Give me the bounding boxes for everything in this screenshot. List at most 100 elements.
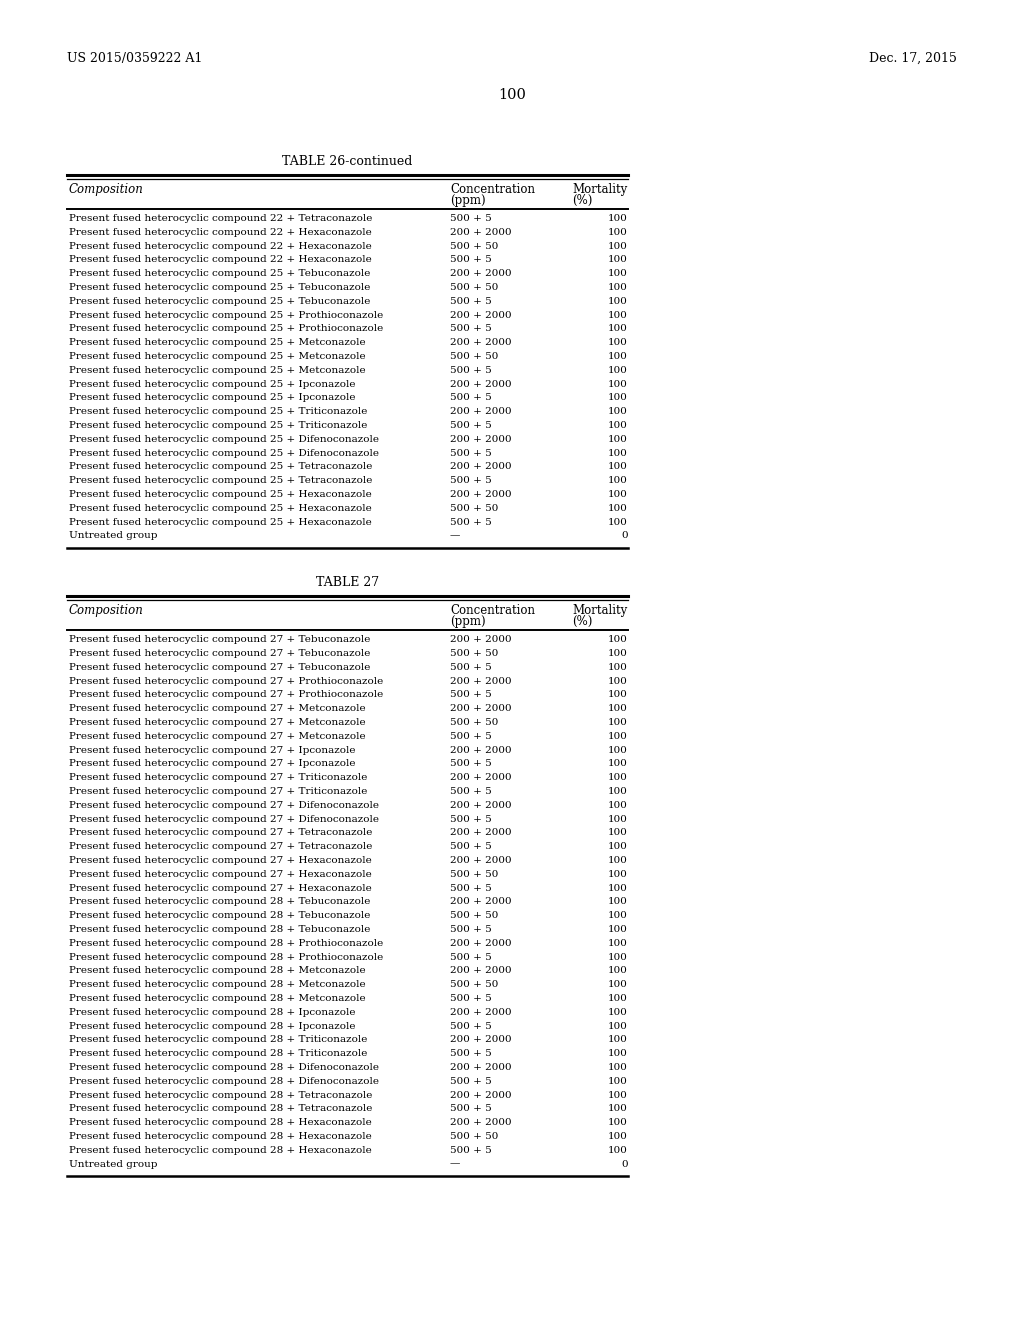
Text: (ppm): (ppm) [450, 615, 485, 628]
Text: Concentration: Concentration [450, 605, 535, 618]
Text: 500 + 5: 500 + 5 [450, 1105, 492, 1113]
Text: Present fused heterocyclic compound 27 + Prothioconazole: Present fused heterocyclic compound 27 +… [69, 677, 383, 685]
Text: 100: 100 [608, 1007, 628, 1016]
Text: 100: 100 [608, 393, 628, 403]
Text: 500 + 5: 500 + 5 [450, 759, 492, 768]
Text: 100: 100 [608, 366, 628, 375]
Text: 100: 100 [608, 1035, 628, 1044]
Text: Present fused heterocyclic compound 22 + Hexaconazole: Present fused heterocyclic compound 22 +… [69, 255, 372, 264]
Text: Present fused heterocyclic compound 22 + Tetraconazole: Present fused heterocyclic compound 22 +… [69, 214, 373, 223]
Text: 0: 0 [622, 1159, 628, 1168]
Text: 100: 100 [608, 434, 628, 444]
Text: Present fused heterocyclic compound 28 + Hexaconazole: Present fused heterocyclic compound 28 +… [69, 1133, 372, 1140]
Text: 100: 100 [608, 746, 628, 755]
Text: Present fused heterocyclic compound 27 + Difenoconazole: Present fused heterocyclic compound 27 +… [69, 801, 379, 809]
Text: 500 + 5: 500 + 5 [450, 1049, 492, 1059]
Text: 0: 0 [622, 532, 628, 540]
Text: 100: 100 [608, 407, 628, 416]
Text: 500 + 5: 500 + 5 [450, 953, 492, 961]
Text: Present fused heterocyclic compound 28 + Hexaconazole: Present fused heterocyclic compound 28 +… [69, 1118, 372, 1127]
Text: Present fused heterocyclic compound 28 + Tetraconazole: Present fused heterocyclic compound 28 +… [69, 1090, 373, 1100]
Text: 500 + 5: 500 + 5 [450, 663, 492, 672]
Text: 500 + 50: 500 + 50 [450, 242, 499, 251]
Text: 100: 100 [608, 1133, 628, 1140]
Text: 100: 100 [608, 870, 628, 879]
Text: Present fused heterocyclic compound 27 + Hexaconazole: Present fused heterocyclic compound 27 +… [69, 855, 372, 865]
Text: 100: 100 [608, 855, 628, 865]
Text: 100: 100 [608, 898, 628, 907]
Text: 100: 100 [608, 1105, 628, 1113]
Text: 500 + 5: 500 + 5 [450, 477, 492, 486]
Text: 100: 100 [608, 704, 628, 713]
Text: Composition: Composition [69, 183, 144, 195]
Text: 200 + 2000: 200 + 2000 [450, 1090, 512, 1100]
Text: Present fused heterocyclic compound 28 + Difenoconazole: Present fused heterocyclic compound 28 +… [69, 1063, 379, 1072]
Text: 100: 100 [608, 242, 628, 251]
Text: 100: 100 [608, 310, 628, 319]
Text: 100: 100 [608, 1022, 628, 1031]
Text: 200 + 2000: 200 + 2000 [450, 746, 512, 755]
Text: Present fused heterocyclic compound 25 + Ipconazole: Present fused heterocyclic compound 25 +… [69, 380, 355, 388]
Text: 200 + 2000: 200 + 2000 [450, 269, 512, 279]
Text: (ppm): (ppm) [450, 194, 485, 207]
Text: Present fused heterocyclic compound 28 + Ipconazole: Present fused heterocyclic compound 28 +… [69, 1007, 355, 1016]
Text: Present fused heterocyclic compound 27 + Metconazole: Present fused heterocyclic compound 27 +… [69, 718, 366, 727]
Text: 200 + 2000: 200 + 2000 [450, 228, 512, 236]
Text: 100: 100 [608, 1146, 628, 1155]
Text: 500 + 5: 500 + 5 [450, 517, 492, 527]
Text: Present fused heterocyclic compound 25 + Difenoconazole: Present fused heterocyclic compound 25 +… [69, 449, 379, 458]
Text: 100: 100 [608, 883, 628, 892]
Text: Present fused heterocyclic compound 27 + Tetraconazole: Present fused heterocyclic compound 27 +… [69, 842, 373, 851]
Text: US 2015/0359222 A1: US 2015/0359222 A1 [67, 51, 203, 65]
Text: 500 + 5: 500 + 5 [450, 690, 492, 700]
Text: 100: 100 [608, 1077, 628, 1086]
Text: 200 + 2000: 200 + 2000 [450, 1063, 512, 1072]
Text: Present fused heterocyclic compound 25 + Tebuconazole: Present fused heterocyclic compound 25 +… [69, 269, 371, 279]
Text: 100: 100 [608, 477, 628, 486]
Text: 200 + 2000: 200 + 2000 [450, 462, 512, 471]
Text: 200 + 2000: 200 + 2000 [450, 1035, 512, 1044]
Text: 100: 100 [608, 649, 628, 657]
Text: Present fused heterocyclic compound 22 + Hexaconazole: Present fused heterocyclic compound 22 +… [69, 228, 372, 236]
Text: 200 + 2000: 200 + 2000 [450, 898, 512, 907]
Text: 100: 100 [608, 759, 628, 768]
Text: —: — [450, 1159, 461, 1168]
Text: 200 + 2000: 200 + 2000 [450, 677, 512, 685]
Text: 100: 100 [608, 690, 628, 700]
Text: Present fused heterocyclic compound 28 + Tebuconazole: Present fused heterocyclic compound 28 +… [69, 925, 371, 935]
Text: Present fused heterocyclic compound 27 + Difenoconazole: Present fused heterocyclic compound 27 +… [69, 814, 379, 824]
Text: Present fused heterocyclic compound 25 + Metconazole: Present fused heterocyclic compound 25 +… [69, 366, 366, 375]
Text: Present fused heterocyclic compound 27 + Tebuconazole: Present fused heterocyclic compound 27 +… [69, 649, 371, 657]
Text: 100: 100 [608, 421, 628, 430]
Text: 500 + 50: 500 + 50 [450, 718, 499, 727]
Text: 200 + 2000: 200 + 2000 [450, 490, 512, 499]
Text: Present fused heterocyclic compound 28 + Metconazole: Present fused heterocyclic compound 28 +… [69, 981, 366, 989]
Text: Present fused heterocyclic compound 25 + Hexaconazole: Present fused heterocyclic compound 25 +… [69, 517, 372, 527]
Text: 100: 100 [608, 449, 628, 458]
Text: 100: 100 [608, 1063, 628, 1072]
Text: Untreated group: Untreated group [69, 532, 158, 540]
Text: 100: 100 [608, 842, 628, 851]
Text: Present fused heterocyclic compound 27 + Hexaconazole: Present fused heterocyclic compound 27 +… [69, 883, 372, 892]
Text: 100: 100 [608, 994, 628, 1003]
Text: Present fused heterocyclic compound 28 + Triticonazole: Present fused heterocyclic compound 28 +… [69, 1049, 368, 1059]
Text: Present fused heterocyclic compound 25 + Prothioconazole: Present fused heterocyclic compound 25 +… [69, 325, 383, 334]
Text: 100: 100 [608, 255, 628, 264]
Text: 500 + 5: 500 + 5 [450, 842, 492, 851]
Text: Present fused heterocyclic compound 25 + Difenoconazole: Present fused heterocyclic compound 25 +… [69, 434, 379, 444]
Text: Composition: Composition [69, 605, 144, 618]
Text: Present fused heterocyclic compound 28 + Prothioconazole: Present fused heterocyclic compound 28 +… [69, 953, 383, 961]
Text: Present fused heterocyclic compound 27 + Prothioconazole: Present fused heterocyclic compound 27 +… [69, 690, 383, 700]
Text: 100: 100 [608, 677, 628, 685]
Text: 100: 100 [608, 731, 628, 741]
Text: 500 + 5: 500 + 5 [450, 925, 492, 935]
Text: Present fused heterocyclic compound 25 + Hexaconazole: Present fused heterocyclic compound 25 +… [69, 504, 372, 512]
Text: 100: 100 [608, 517, 628, 527]
Text: 200 + 2000: 200 + 2000 [450, 338, 512, 347]
Text: Present fused heterocyclic compound 28 + Tebuconazole: Present fused heterocyclic compound 28 +… [69, 898, 371, 907]
Text: Present fused heterocyclic compound 27 + Triticonazole: Present fused heterocyclic compound 27 +… [69, 774, 368, 783]
Text: 500 + 50: 500 + 50 [450, 649, 499, 657]
Text: (%): (%) [572, 615, 592, 628]
Text: 500 + 5: 500 + 5 [450, 421, 492, 430]
Text: 100: 100 [608, 801, 628, 809]
